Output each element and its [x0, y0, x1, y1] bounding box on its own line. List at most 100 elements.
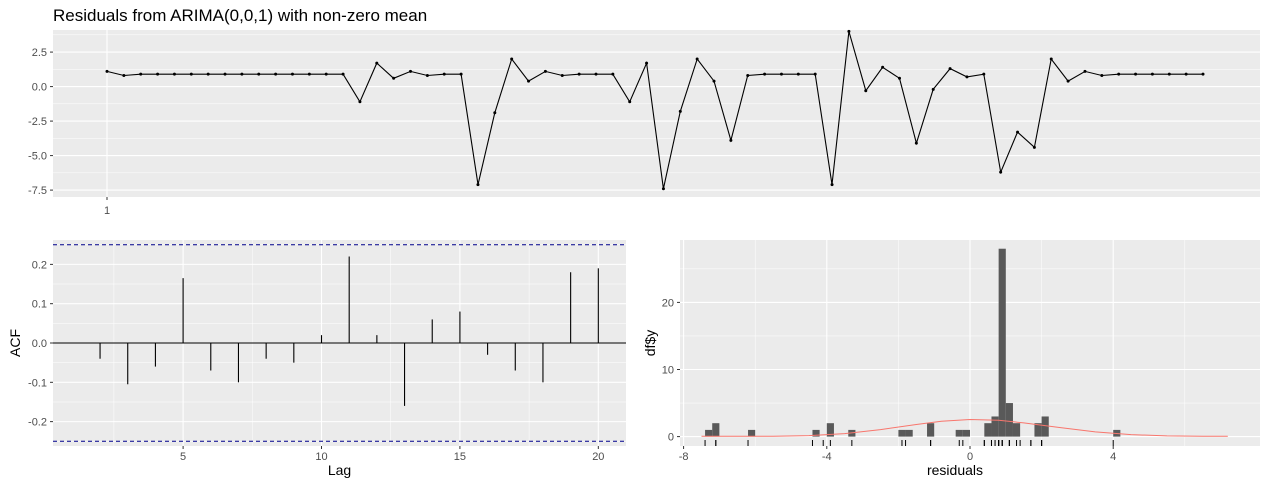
residual-point	[645, 61, 649, 65]
residual-point	[358, 100, 362, 104]
residual-point	[425, 74, 429, 78]
residual-point	[931, 87, 935, 91]
hist-bar	[905, 429, 913, 437]
acf-x-tick-label: 5	[180, 451, 186, 463]
residual-point	[172, 72, 176, 76]
hist-x-tick-label: 0	[967, 451, 973, 463]
hist-bar	[826, 423, 834, 437]
residual-point	[982, 72, 986, 76]
chart-title: Residuals from ARIMA(0,0,1) with non-zer…	[53, 6, 428, 25]
residual-point	[1100, 74, 1104, 78]
acf-y-axis-title: ACF	[7, 329, 23, 357]
residual-point	[796, 72, 800, 76]
acf-y-tick-label: -0.1	[28, 377, 47, 389]
hist-y-axis-title: df$y	[642, 330, 658, 356]
residual-point	[1134, 72, 1138, 76]
residual-point	[307, 72, 311, 76]
residual-point	[594, 72, 598, 76]
acf-y-tick-label: 0.0	[32, 338, 47, 350]
residual-point	[678, 109, 682, 113]
ts-panel	[53, 30, 1260, 197]
residual-point	[914, 141, 918, 145]
residual-point	[257, 72, 261, 76]
hist-bar	[898, 429, 906, 437]
residual-point	[341, 72, 345, 76]
hist-bar	[991, 416, 999, 437]
hist-bar	[962, 429, 970, 437]
hist-bar	[812, 429, 820, 437]
hist-bar	[1041, 416, 1049, 437]
residual-point	[240, 72, 244, 76]
acf-x-tick-label: 10	[315, 451, 327, 463]
residual-point	[1150, 72, 1154, 76]
acf-x-tick-label: 15	[454, 451, 466, 463]
hist-x-tick-label: -4	[822, 451, 832, 463]
ts-y-tick-label: 2.5	[32, 47, 47, 59]
residual-point	[948, 67, 952, 71]
acf-y-tick-label: -0.2	[28, 417, 47, 429]
residual-point	[897, 76, 901, 80]
residual-point	[493, 111, 497, 115]
residual-point	[527, 79, 531, 83]
residual-point	[543, 69, 547, 73]
hist-bar	[705, 429, 713, 437]
residual-point	[560, 74, 564, 78]
residual-point	[290, 72, 294, 76]
residual-point	[459, 72, 463, 76]
residual-point	[729, 138, 733, 142]
residual-point	[881, 65, 885, 69]
residual-point	[139, 72, 143, 76]
residual-point	[476, 183, 480, 187]
hist-x-tick-label: -8	[679, 451, 689, 463]
residual-point	[695, 57, 699, 61]
hist-bar	[955, 429, 963, 437]
acf-x-axis-title: Lag	[328, 462, 351, 478]
hist-y-tick-label: 20	[662, 297, 674, 309]
hist-bar	[1012, 423, 1021, 437]
residual-point	[324, 72, 328, 76]
residual-point	[105, 69, 109, 73]
residual-point	[274, 72, 278, 76]
residual-point	[1167, 72, 1171, 76]
hist-x-tick-label: 4	[1110, 451, 1116, 463]
ts-x-tick-label: 1	[104, 205, 110, 217]
residual-point	[611, 72, 615, 76]
residual-point	[223, 72, 227, 76]
residual-point	[1049, 57, 1053, 61]
residual-point	[864, 89, 868, 93]
residual-point	[206, 72, 210, 76]
hist-x-axis-title: residuals	[927, 462, 983, 478]
residual-point	[999, 170, 1003, 174]
residual-point	[577, 72, 581, 76]
hist-y-tick-label: 0	[668, 432, 674, 444]
ts-y-tick-label: -2.5	[28, 116, 47, 128]
residual-point	[763, 72, 767, 76]
acf-y-tick-label: 0.2	[32, 259, 47, 271]
residual-point	[392, 76, 396, 80]
residual-point	[847, 29, 851, 33]
residual-point	[156, 72, 160, 76]
residual-point	[813, 72, 817, 76]
residual-point	[1083, 69, 1087, 73]
residual-point	[409, 69, 413, 73]
hist-bar	[712, 423, 720, 437]
residual-point	[628, 100, 632, 104]
hist-bar	[927, 423, 935, 437]
hist-bar	[998, 248, 1006, 437]
residual-point	[1117, 72, 1121, 76]
residual-line	[106, 31, 1203, 189]
hist-y-tick-label: 10	[662, 365, 674, 377]
residual-point	[442, 72, 446, 76]
residual-point	[830, 183, 834, 187]
residual-point	[1016, 130, 1020, 134]
residual-point	[661, 187, 665, 191]
residual-point	[510, 57, 514, 61]
ts-y-tick-label: -5.0	[28, 151, 47, 163]
acf-y-tick-label: 0.1	[32, 299, 47, 311]
residual-point	[375, 61, 379, 65]
residual-point	[779, 72, 783, 76]
residual-point	[1066, 79, 1070, 83]
residual-point	[965, 75, 969, 79]
